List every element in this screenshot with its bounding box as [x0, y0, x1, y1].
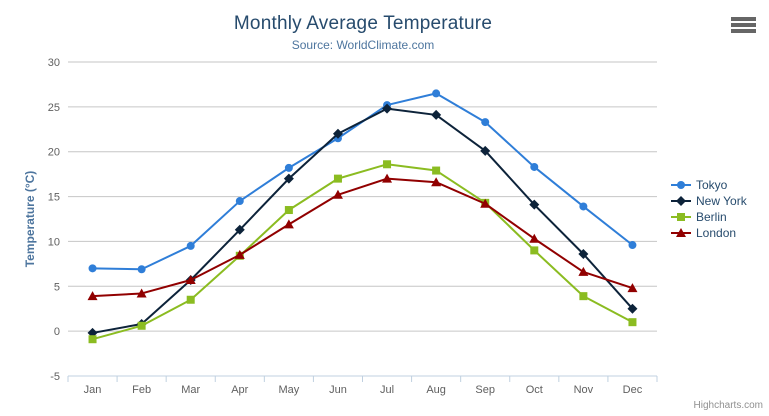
legend-label: London [696, 226, 736, 240]
y-tick-label: 25 [48, 102, 60, 114]
hamburger-icon [731, 23, 756, 27]
legend-item-berlin[interactable]: Berlin [671, 210, 727, 224]
hamburger-icon [731, 17, 756, 21]
y-tick-label: 15 [48, 192, 60, 204]
x-tick-label: May [278, 384, 299, 396]
legend-label: New York [696, 194, 748, 208]
chart-title: Monthly Average Temperature [233, 13, 493, 34]
credits-link[interactable]: Highcharts.com [693, 400, 763, 411]
export-menu-button[interactable] [729, 15, 762, 43]
x-tick-label: Oct [526, 384, 543, 396]
legend-item-new-york[interactable]: New York [671, 194, 748, 208]
chart-subtitle: Source: WorldClimate.com [291, 38, 435, 52]
x-tick-label: Aug [426, 384, 446, 396]
x-tick-label: Jun [329, 384, 347, 396]
y-tick-label: 5 [54, 281, 60, 293]
y-gridlines [68, 61, 657, 377]
series-tokyo [88, 89, 637, 274]
series-london [87, 173, 638, 301]
legend-item-tokyo[interactable]: Tokyo [671, 178, 728, 192]
y-tick-label: -5 [50, 371, 60, 383]
x-axis: Jan Feb Mar Apr May Jun Jul Aug Sep Oct Nov Dec [67, 375, 658, 396]
x-tick-label: Sep [475, 384, 495, 396]
legend-item-london[interactable]: London [671, 226, 736, 240]
x-tick-label: Nov [574, 384, 594, 396]
y-tick-label: 20 [48, 147, 60, 159]
x-tick-label: Apr [231, 384, 248, 396]
x-tick-label: Jan [84, 384, 102, 396]
y-tick-label: 0 [54, 326, 60, 338]
x-tick-label: Dec [623, 384, 643, 396]
series-new-york [87, 103, 638, 338]
y-tick-label: 30 [48, 57, 60, 69]
y-axis-labels: -5 0 5 10 15 20 25 30 [48, 57, 60, 383]
legend-label: Berlin [696, 210, 727, 224]
x-tick-label: Jul [380, 384, 394, 396]
x-tick-label: Mar [181, 384, 200, 396]
y-tick-label: 10 [48, 236, 60, 248]
legend-label: Tokyo [696, 178, 728, 192]
legend: Tokyo New York Berlin London [671, 178, 748, 240]
hamburger-icon [731, 29, 756, 33]
x-tick-label: Feb [132, 384, 151, 396]
